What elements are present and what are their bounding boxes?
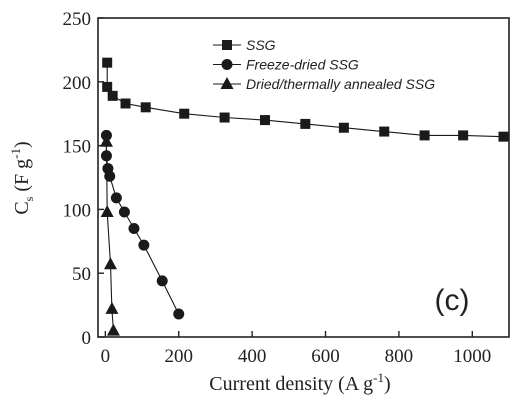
data-point-ssg [498, 131, 509, 142]
series-line-freeze-dried-ssg [105, 135, 180, 315]
panel-label: (c) [435, 284, 470, 317]
y-axis-title: Cs (F g-1) [8, 141, 36, 214]
data-point-ssg [219, 112, 230, 123]
data-point-dried-thermally-annealed-ssg [103, 257, 117, 270]
data-point-ssg [140, 102, 151, 113]
data-point-dried-thermally-annealed-ssg [106, 323, 120, 336]
data-point-ssg [120, 98, 131, 109]
legend: SSG Freeze-dried SSG Dried/thermally annea… [213, 37, 435, 92]
x-tick-label: 0 [101, 346, 111, 367]
data-point-freeze-dried-ssg [128, 223, 140, 235]
y-axis-title-close: ) [11, 141, 33, 148]
x-tick-label: 600 [311, 346, 340, 367]
y-axis-title-sub: s [22, 196, 36, 201]
plot-frame [97, 17, 510, 338]
data-point-freeze-dried-ssg [118, 206, 130, 218]
y-tick-label: 200 [63, 73, 92, 94]
data-point-dried-thermally-annealed-ssg [99, 134, 113, 147]
data-point-ssg [419, 130, 430, 141]
x-axis-title-main: Current density (A g [209, 373, 373, 395]
legend-label-ssg: SSG [246, 37, 276, 53]
data-point-ssg [107, 90, 118, 101]
legend-marker-freeze-dried-ssg [221, 59, 233, 70]
y-tick-label: 250 [63, 9, 92, 30]
data-point-freeze-dried-ssg [156, 275, 168, 287]
series-dried-thermally-annealed-ssg [99, 134, 120, 336]
y-axis-title-main: C [11, 201, 33, 214]
legend-label-dried-thermally-annealed-ssg: Dried/thermally annealed SSG [246, 76, 435, 92]
x-axis-title: Current density (A g-1) [209, 370, 390, 395]
series-freeze-dried-ssg [100, 129, 185, 320]
y-tick-label: 50 [72, 264, 91, 285]
x-tick-label: 800 [385, 346, 414, 367]
x-axis-title-close: ) [384, 373, 391, 395]
y-axis-title-sup: -1 [8, 148, 23, 159]
ticks-layer: 0 200 400 600 800 1000 0 50 100 150 200 250 [63, 9, 492, 367]
x-tick-label: 1000 [453, 346, 491, 367]
data-point-ssg [379, 126, 390, 137]
data-point-freeze-dried-ssg [110, 192, 122, 204]
data-point-dried-thermally-annealed-ssg [105, 301, 119, 314]
data-point-dried-thermally-annealed-ssg [100, 204, 114, 217]
x-tick-label: 200 [164, 346, 193, 367]
data-point-ssg [179, 108, 190, 119]
legend-marker-dried-thermally-annealed-ssg [220, 77, 234, 89]
series-ssg [102, 57, 509, 142]
data-point-ssg [259, 115, 270, 126]
data-point-ssg [102, 57, 113, 68]
y-axis-title-unit: (F g [11, 159, 33, 197]
legend-label-freeze-dried-ssg: Freeze-dried SSG [246, 57, 359, 73]
data-point-freeze-dried-ssg [173, 308, 185, 320]
legend-marker-ssg [222, 40, 232, 50]
data-point-ssg [458, 130, 469, 141]
data-point-ssg [338, 122, 349, 133]
data-point-freeze-dried-ssg [104, 170, 116, 182]
y-tick-label: 150 [63, 137, 92, 158]
x-tick-label: 400 [238, 346, 267, 367]
y-tick-label: 100 [63, 200, 92, 221]
series-layer [99, 57, 509, 336]
y-tick-label: 0 [82, 328, 92, 349]
data-point-ssg [102, 81, 113, 92]
x-axis-title-sup: -1 [373, 370, 384, 385]
data-point-freeze-dried-ssg [138, 239, 150, 251]
data-point-ssg [300, 118, 311, 129]
